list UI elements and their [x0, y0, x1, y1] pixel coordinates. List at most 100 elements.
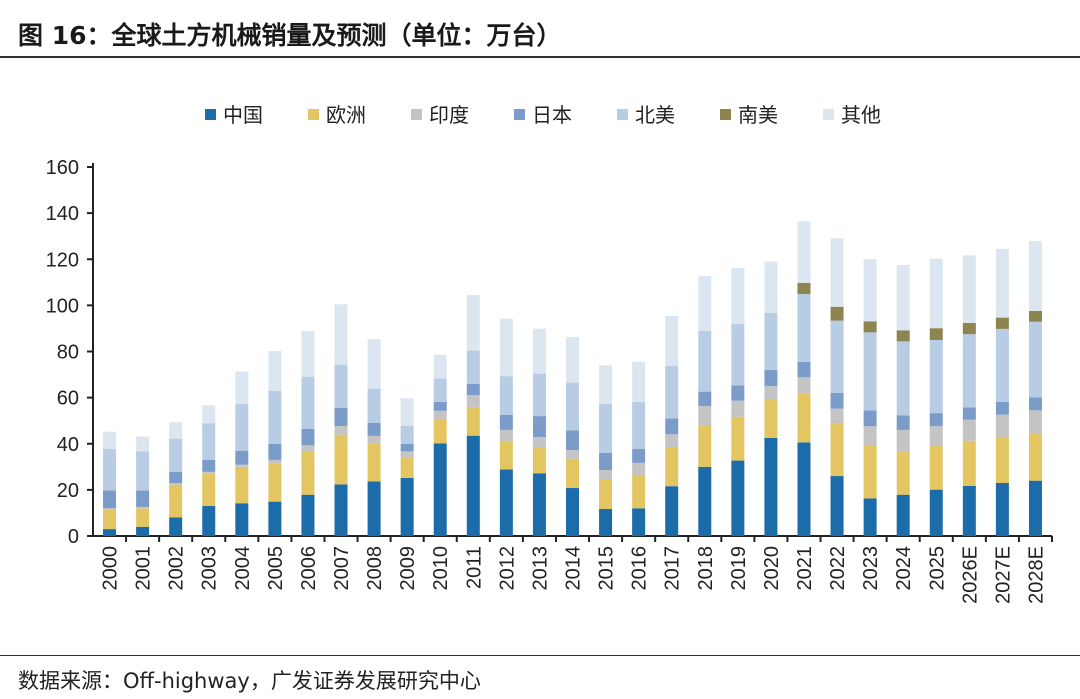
bar-segment-2025-南美: [929, 328, 943, 340]
bar-segment-2020-欧洲: [764, 399, 778, 438]
bar-segment-2002-其他: [169, 422, 183, 439]
bar-segment-2014-中国: [566, 488, 579, 536]
bar-segment-2013-北美: [532, 373, 546, 417]
bar-segment-2028E-欧洲: [1028, 433, 1042, 481]
bar-segment-2000-欧洲: [103, 509, 117, 530]
bar-segment-2012-中国: [499, 469, 513, 536]
legend-label: 南美: [738, 103, 778, 127]
bar-segment-2006-北美: [301, 376, 315, 429]
bar-segment-2002-北美: [169, 438, 183, 472]
bar-segment-2015-欧洲: [599, 479, 613, 510]
bar-segment-2014-欧洲: [566, 458, 579, 489]
x-tick-label: 2002: [166, 546, 188, 591]
bar-segment-2000-北美: [103, 449, 117, 491]
bar-segment-2016-其他: [632, 361, 646, 403]
bar-segment-2014-北美: [566, 382, 579, 431]
bar-segment-2022-印度: [830, 408, 844, 424]
bar-segment-2019-日本: [731, 385, 745, 401]
bar-segment-2024-日本: [896, 415, 910, 430]
bar-segment-2011-日本: [466, 383, 480, 396]
bar-segment-2008-中国: [367, 481, 381, 536]
bar-segment-2006-印度: [301, 445, 315, 451]
bar-segment-2012-印度: [499, 429, 513, 442]
bar-segment-2023-其他: [863, 259, 877, 322]
source-note: 数据来源：Off-highway，广发证券发展研究中心: [18, 669, 481, 693]
bar-segment-2008-日本: [367, 422, 381, 436]
bar-segment-2009-北美: [400, 425, 414, 444]
bar-segment-2016-欧洲: [632, 474, 646, 509]
bar-segment-2028E-北美: [1028, 321, 1042, 398]
bar-segment-2023-欧洲: [863, 445, 877, 499]
bar-segment-2026E-其他: [962, 255, 976, 323]
bar-segment-2007-印度: [334, 425, 348, 435]
y-tick-label: 100: [46, 295, 79, 317]
bar-segment-2024-南美: [896, 330, 910, 342]
footer-divider: [0, 655, 1080, 656]
bar-segment-2004-日本: [235, 450, 249, 465]
x-tick-label: 2010: [430, 546, 452, 591]
bar-segment-2023-中国: [863, 498, 877, 536]
x-tick-label: 2020: [761, 546, 783, 591]
legend-swatch: [205, 109, 216, 120]
bar-segment-2025-印度: [929, 426, 943, 447]
y-tick-label: 60: [57, 388, 79, 410]
bar-segment-2020-日本: [764, 369, 778, 387]
x-tick-label: 2004: [232, 546, 254, 591]
bar-segment-2004-印度: [235, 464, 249, 467]
bar-segment-2001-中国: [136, 526, 150, 536]
bar-segment-2022-中国: [830, 476, 844, 536]
bar-segment-2007-其他: [334, 304, 348, 365]
bar-segment-2010-其他: [433, 354, 447, 379]
bar-segment-2009-欧洲: [400, 457, 414, 478]
legend-label: 北美: [635, 103, 675, 127]
bar-segment-2010-印度: [433, 410, 447, 420]
bar-segment-2008-北美: [367, 388, 381, 423]
bar-segment-2010-北美: [433, 378, 447, 402]
bar-segment-2007-中国: [334, 484, 348, 536]
bar-segment-2007-欧洲: [334, 434, 348, 485]
bar-segment-2021-中国: [797, 442, 811, 536]
bar-segment-2001-日本: [136, 490, 150, 507]
bar-segment-2021-日本: [797, 361, 811, 378]
x-tick-label: 2028E: [1025, 546, 1047, 604]
x-tick-label: 2017: [662, 546, 684, 591]
bar-segment-2008-欧洲: [367, 443, 381, 482]
bar-segment-2026E-南美: [962, 322, 976, 335]
bar-segment-2014-其他: [566, 336, 579, 383]
bar-segment-2028E-印度: [1028, 410, 1042, 434]
legend-label: 其他: [841, 103, 881, 127]
bar-segment-2026E-北美: [962, 334, 976, 408]
y-tick-label: 160: [46, 157, 79, 179]
bar-segment-2023-南美: [863, 321, 877, 333]
bar-segment-2024-其他: [896, 265, 910, 331]
bar-segment-2027E-中国: [995, 482, 1009, 536]
legend-label: 印度: [429, 103, 469, 127]
bar-segment-2016-印度: [632, 462, 646, 475]
bar-segment-2019-北美: [731, 324, 745, 386]
bar-segment-2000-其他: [103, 431, 117, 450]
bar-segment-2013-欧洲: [532, 446, 546, 474]
bar-segment-2018-北美: [698, 330, 712, 392]
bar-segment-2017-中国: [665, 486, 679, 536]
bar-segment-2013-日本: [532, 416, 546, 438]
x-tick-label: 2012: [496, 546, 518, 591]
x-tick-label: 2016: [629, 546, 651, 591]
bar-segment-2018-欧洲: [698, 425, 712, 467]
x-tick-label: 2027E: [992, 546, 1014, 604]
legend-swatch: [308, 109, 319, 120]
bar-segment-2016-日本: [632, 449, 646, 463]
legend-swatch: [514, 109, 525, 120]
bar-segment-2013-其他: [532, 328, 546, 374]
x-tick-label: 2023: [860, 546, 882, 591]
bar-segment-2026E-日本: [962, 407, 976, 420]
bar-segment-2025-欧洲: [929, 446, 943, 490]
x-tick-label: 2007: [331, 546, 353, 591]
x-tick-label: 2009: [397, 546, 419, 591]
bar-segment-2022-其他: [830, 238, 844, 307]
x-tick-label: 2008: [364, 546, 386, 591]
bar-segment-2027E-印度: [995, 414, 1009, 438]
bar-segment-2021-欧洲: [797, 393, 811, 443]
bar-segment-2020-北美: [764, 312, 778, 370]
legend-label: 日本: [532, 103, 572, 127]
